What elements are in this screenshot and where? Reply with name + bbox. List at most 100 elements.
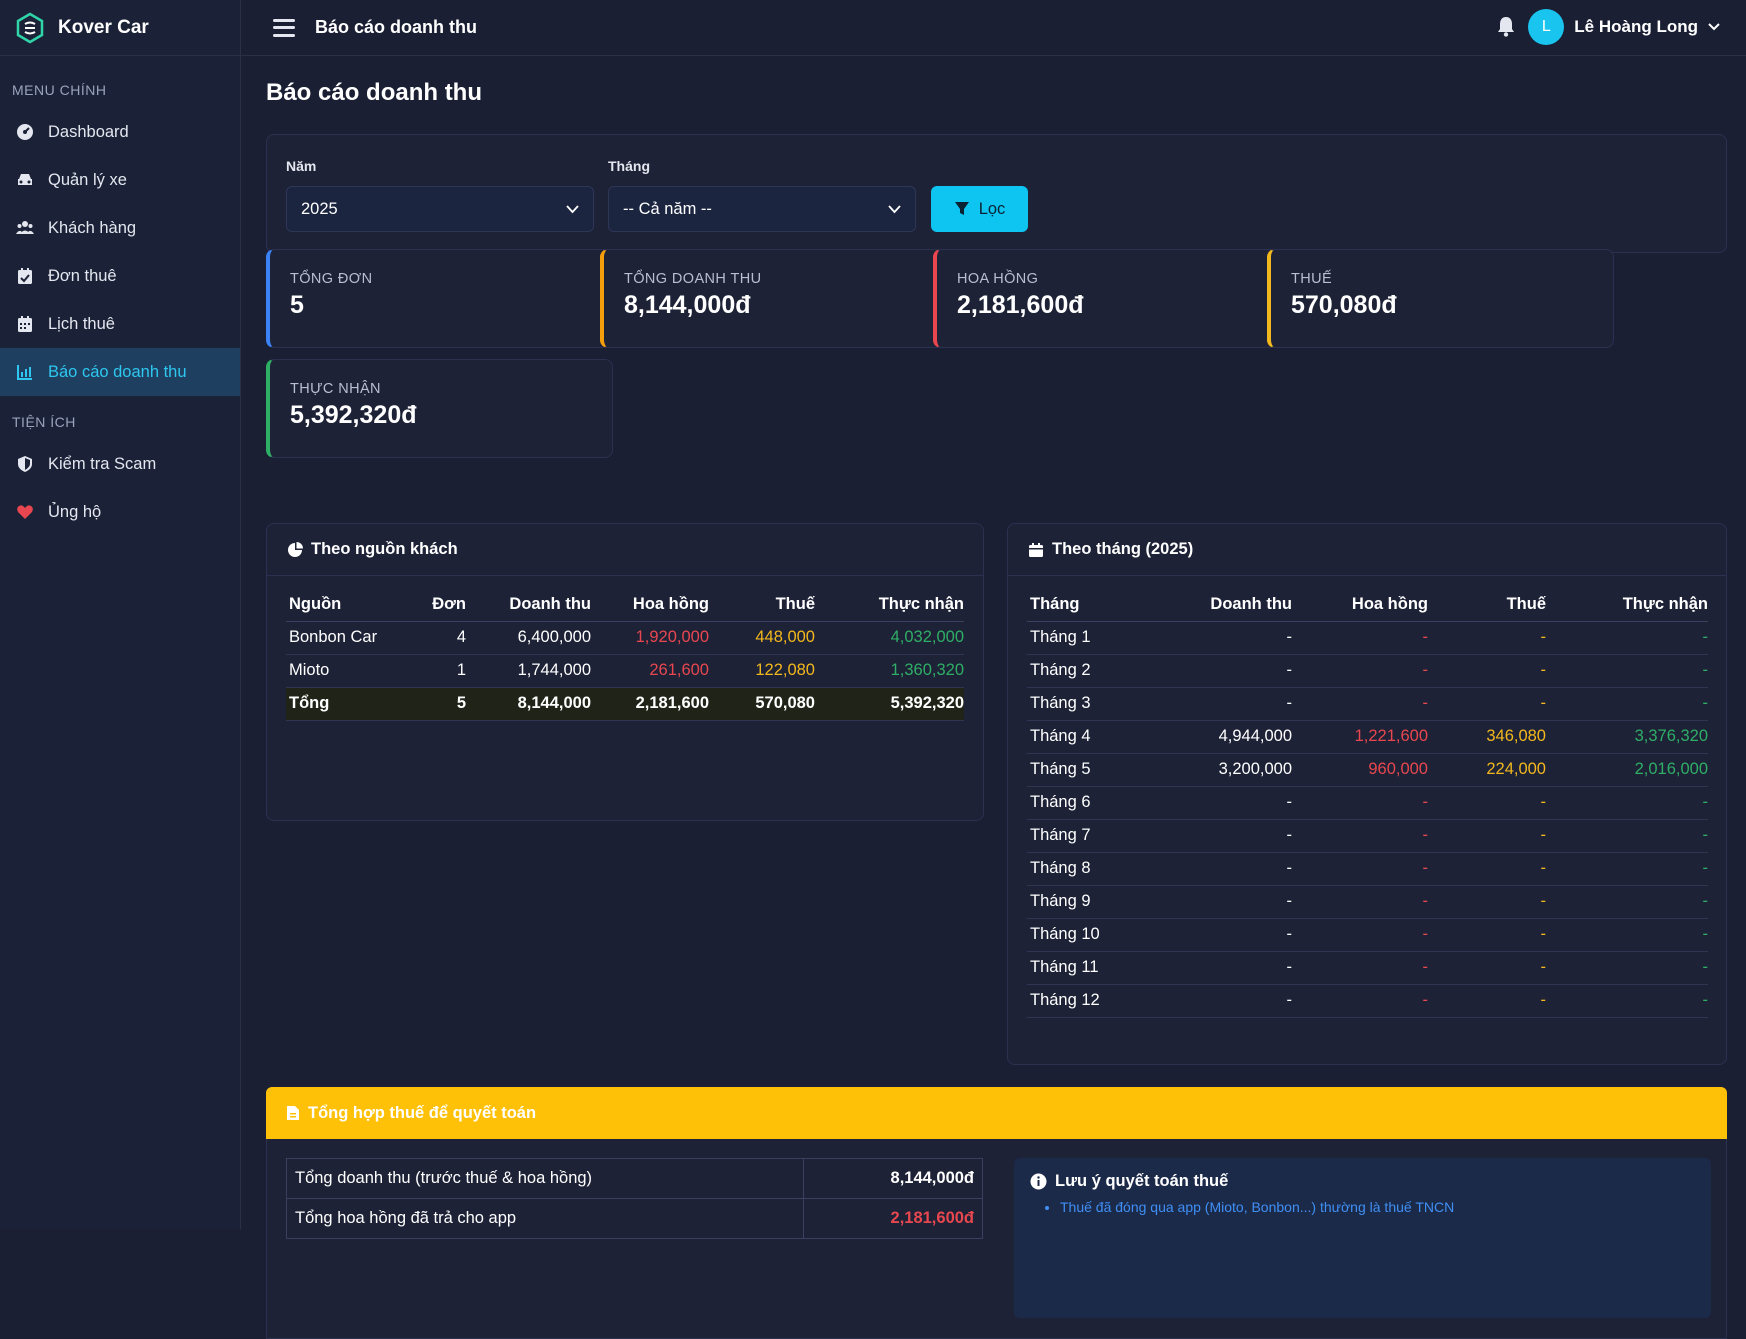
pie-chart-icon xyxy=(287,542,303,558)
sidebar-item-lịch-thuê[interactable]: Lịch thuê xyxy=(0,300,240,348)
table-cell: - xyxy=(1546,786,1708,819)
sidebar-item-label: Khách hàng xyxy=(48,219,136,238)
header-title: Báo cáo doanh thu xyxy=(315,17,477,38)
table-cell: - xyxy=(1147,654,1292,687)
calendar-icon xyxy=(1028,542,1044,558)
sidebar-item-kiểm-tra-scam[interactable]: Kiểm tra Scam xyxy=(0,440,240,488)
table-cell: - xyxy=(1428,687,1546,720)
sidebar-item-label: Đơn thuê xyxy=(48,267,117,286)
sidebar-item-ủng-hộ[interactable]: Ủng hộ xyxy=(0,488,240,536)
tax-summary-header: Tổng hợp thuế để quyết toán xyxy=(266,1087,1727,1139)
table-cell: - xyxy=(1147,786,1292,819)
table-row: Tháng 9---- xyxy=(1027,885,1708,918)
sidebar-item-khách-hàng[interactable]: Khách hàng xyxy=(0,204,240,252)
table-cell: - xyxy=(1428,852,1546,885)
sidebar-item-quản-lý-xe[interactable]: Quản lý xe xyxy=(0,156,240,204)
tax-summary-body: Tổng doanh thu (trước thuế & hoa hồng)8,… xyxy=(266,1139,1727,1339)
table-cell: - xyxy=(1292,786,1428,819)
sidebar-item-báo-cáo-doanh-thu[interactable]: Báo cáo doanh thu xyxy=(0,348,240,396)
heart-icon xyxy=(16,503,34,521)
table-cell: Tháng 12 xyxy=(1027,984,1147,1017)
table-cell: 3,200,000 xyxy=(1147,753,1292,786)
filter-button-label: Lọc xyxy=(979,200,1006,219)
sidebar-item-label: Ủng hộ xyxy=(48,503,101,522)
sidebar-item-đơn-thuê[interactable]: Đơn thuê xyxy=(0,252,240,300)
table-cell: - xyxy=(1428,819,1546,852)
table-cell: Tháng 3 xyxy=(1027,687,1147,720)
column-header: Nguồn xyxy=(286,588,406,621)
table-cell: - xyxy=(1546,852,1708,885)
table-cell: - xyxy=(1428,885,1546,918)
tax-summary-title: Tổng hợp thuế để quyết toán xyxy=(308,1104,536,1123)
column-header: Thực nhận xyxy=(815,588,964,621)
table-cell: 6,400,000 xyxy=(466,621,591,654)
brand[interactable]: Kover Car xyxy=(0,0,240,56)
table-row: Tháng 3---- xyxy=(1027,687,1708,720)
note-item: Thuế đã đóng qua app (Mioto, Bonbon...) … xyxy=(1060,1199,1695,1215)
column-header: Thực nhận xyxy=(1546,588,1708,621)
table-cell: - xyxy=(1546,885,1708,918)
month-select[interactable]: -- Cả năm -- xyxy=(608,186,916,232)
table-row: Tháng 7---- xyxy=(1027,819,1708,852)
column-header: Đơn xyxy=(406,588,466,621)
chevron-down-icon xyxy=(566,205,579,214)
table-row: Tháng 12---- xyxy=(1027,984,1708,1017)
table-cell: 1,360,320 xyxy=(815,654,964,687)
table-cell: - xyxy=(1428,951,1546,984)
year-value: 2025 xyxy=(301,200,338,219)
table-cell: - xyxy=(1428,786,1546,819)
menu-toggle-icon[interactable] xyxy=(273,19,295,37)
table-cell: - xyxy=(1292,885,1428,918)
tax-summary-table: Tổng doanh thu (trước thuế & hoa hồng)8,… xyxy=(286,1158,983,1239)
year-select[interactable]: 2025 xyxy=(286,186,594,232)
bell-icon[interactable] xyxy=(1496,15,1516,37)
stat-label: THỰC NHẬN xyxy=(290,381,612,397)
table-cell: - xyxy=(1428,621,1546,654)
calendar-check-icon xyxy=(16,267,34,285)
table-cell: Mioto xyxy=(286,654,406,687)
stat-value: 8,144,000đ xyxy=(624,291,946,320)
month-table-title: Theo tháng (2025) xyxy=(1052,540,1193,559)
table-cell: Tháng 8 xyxy=(1027,852,1147,885)
table-cell: 122,080 xyxy=(709,654,815,687)
table-cell: - xyxy=(1147,951,1292,984)
shield-icon xyxy=(16,455,34,473)
dashboard-icon xyxy=(16,123,34,141)
logo-icon xyxy=(16,12,44,44)
filter-button[interactable]: Lọc xyxy=(931,186,1028,232)
tax-note-title: Lưu ý quyết toán thuế xyxy=(1055,1172,1228,1191)
sidebar-item-label: Dashboard xyxy=(48,123,129,142)
avatar: L xyxy=(1528,9,1564,45)
sidebar-item-dashboard[interactable]: Dashboard xyxy=(0,108,240,156)
table-cell: 1,744,000 xyxy=(466,654,591,687)
month-table-header: Theo tháng (2025) xyxy=(1008,524,1726,576)
stat-label: TỔNG ĐƠN xyxy=(290,271,612,287)
users-icon xyxy=(16,219,34,237)
table-cell: - xyxy=(1292,951,1428,984)
table-cell: - xyxy=(1546,984,1708,1017)
user-name: Lê Hoàng Long xyxy=(1574,17,1698,37)
table-cell: - xyxy=(1292,819,1428,852)
table-cell: Tháng 9 xyxy=(1027,885,1147,918)
user-menu[interactable]: L Lê Hoàng Long xyxy=(1528,9,1720,45)
summary-value: 8,144,000đ xyxy=(804,1159,983,1199)
summary-row: Tổng doanh thu (trước thuế & hoa hồng)8,… xyxy=(287,1159,983,1199)
table-cell: - xyxy=(1292,984,1428,1017)
year-label: Năm xyxy=(286,158,316,174)
source-table-header: Theo nguồn khách xyxy=(267,524,983,576)
table-cell: 2,016,000 xyxy=(1546,753,1708,786)
filter-panel: Năm 2025 Tháng -- Cả năm -- Lọc xyxy=(266,134,1727,253)
file-invoice-icon xyxy=(286,1105,300,1121)
chart-icon xyxy=(16,363,34,381)
table-cell: 8,144,000 xyxy=(466,687,591,720)
table-cell: - xyxy=(1292,654,1428,687)
calendar-icon xyxy=(16,315,34,333)
